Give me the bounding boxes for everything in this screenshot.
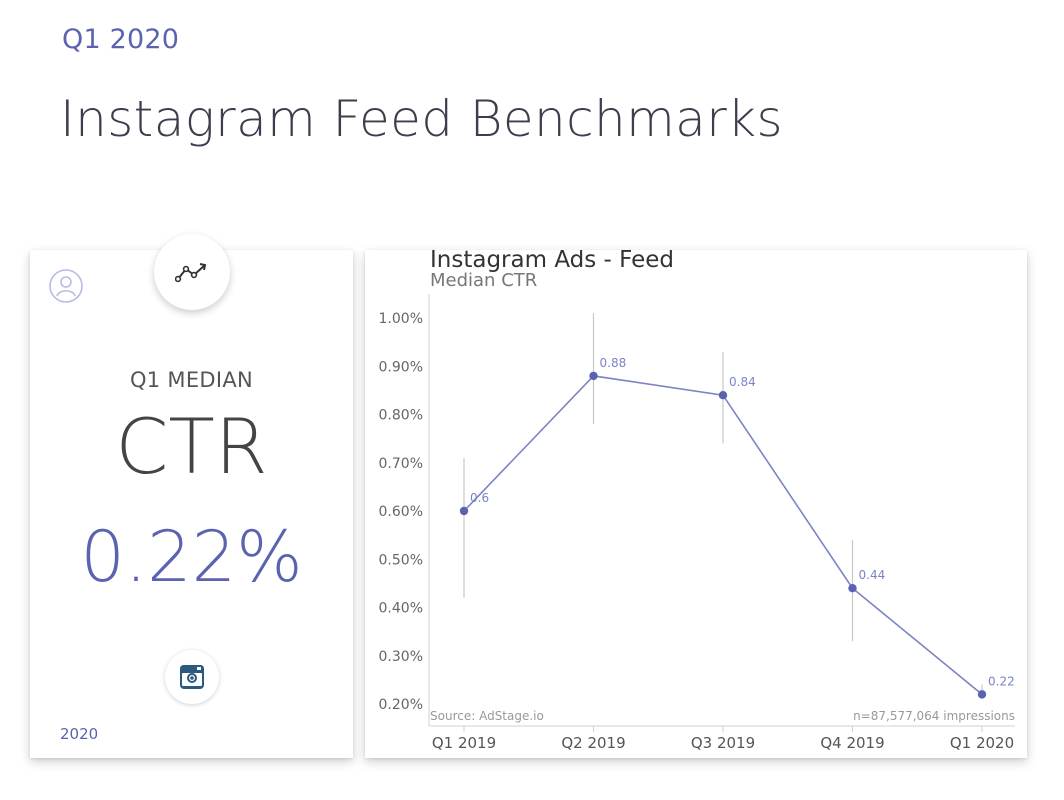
page-title: Instagram Feed Benchmarks [60, 90, 783, 148]
impressions-note: n=87,577,064 impressions [853, 709, 1015, 723]
x-tick-label: Q2 2019 [561, 734, 625, 752]
chart-card: Instagram Ads - Feed Median CTR 1.00% 0.9… [365, 250, 1027, 758]
x-tick-label: Q4 2019 [820, 734, 884, 752]
y-tick-label: 0.60% [379, 504, 423, 520]
median-label: Q1 MEDIAN [129, 368, 254, 392]
data-point [589, 371, 598, 381]
instagram-icon [180, 665, 204, 689]
y-tick-label: 0.20% [379, 697, 423, 713]
trend-badge [154, 234, 230, 310]
y-tick-label: 0.80% [379, 408, 423, 424]
summary-card: Q1 MEDIAN CTR 0.22% 2020 [30, 234, 353, 758]
instagram-badge [165, 650, 219, 704]
source-note: Source: AdStage.io [430, 709, 544, 723]
user-icon [49, 269, 83, 303]
x-tick-label: Q3 2019 [691, 734, 755, 752]
data-label: 0.84 [729, 375, 756, 389]
y-tick-label: 0.50% [379, 552, 423, 568]
metric-value: 0.22% [80, 516, 303, 598]
y-tick-label: 0.40% [379, 601, 423, 617]
data-label: 0.44 [859, 568, 886, 582]
data-label: 0.22 [988, 674, 1015, 688]
data-point [718, 391, 728, 400]
data-label: 0.88 [600, 356, 627, 370]
trend-icon [175, 263, 207, 283]
y-tick-label: 0.30% [379, 649, 423, 665]
x-tick-label: Q1 2019 [432, 734, 496, 752]
data-label: 0.6 [470, 491, 489, 505]
y-tick-label: 0.90% [379, 359, 423, 375]
data-point [848, 584, 857, 593]
year-label: 2020 [60, 725, 99, 743]
data-point [459, 506, 469, 516]
quarter-eyebrow: Q1 2020 [62, 24, 180, 55]
line-chart: Instagram Ads - Feed Median CTR 1.00% 0.9… [379, 250, 1015, 752]
y-tick-label: 0.70% [379, 456, 423, 472]
data-point [977, 690, 987, 699]
x-tick-label: Q1 2020 [950, 734, 1014, 752]
chart-subtitle: Median CTR [430, 270, 537, 291]
y-tick-label: 1.00% [379, 311, 423, 327]
metric-name: CTR [115, 402, 268, 491]
chart-title: Instagram Ads - Feed [430, 250, 674, 273]
